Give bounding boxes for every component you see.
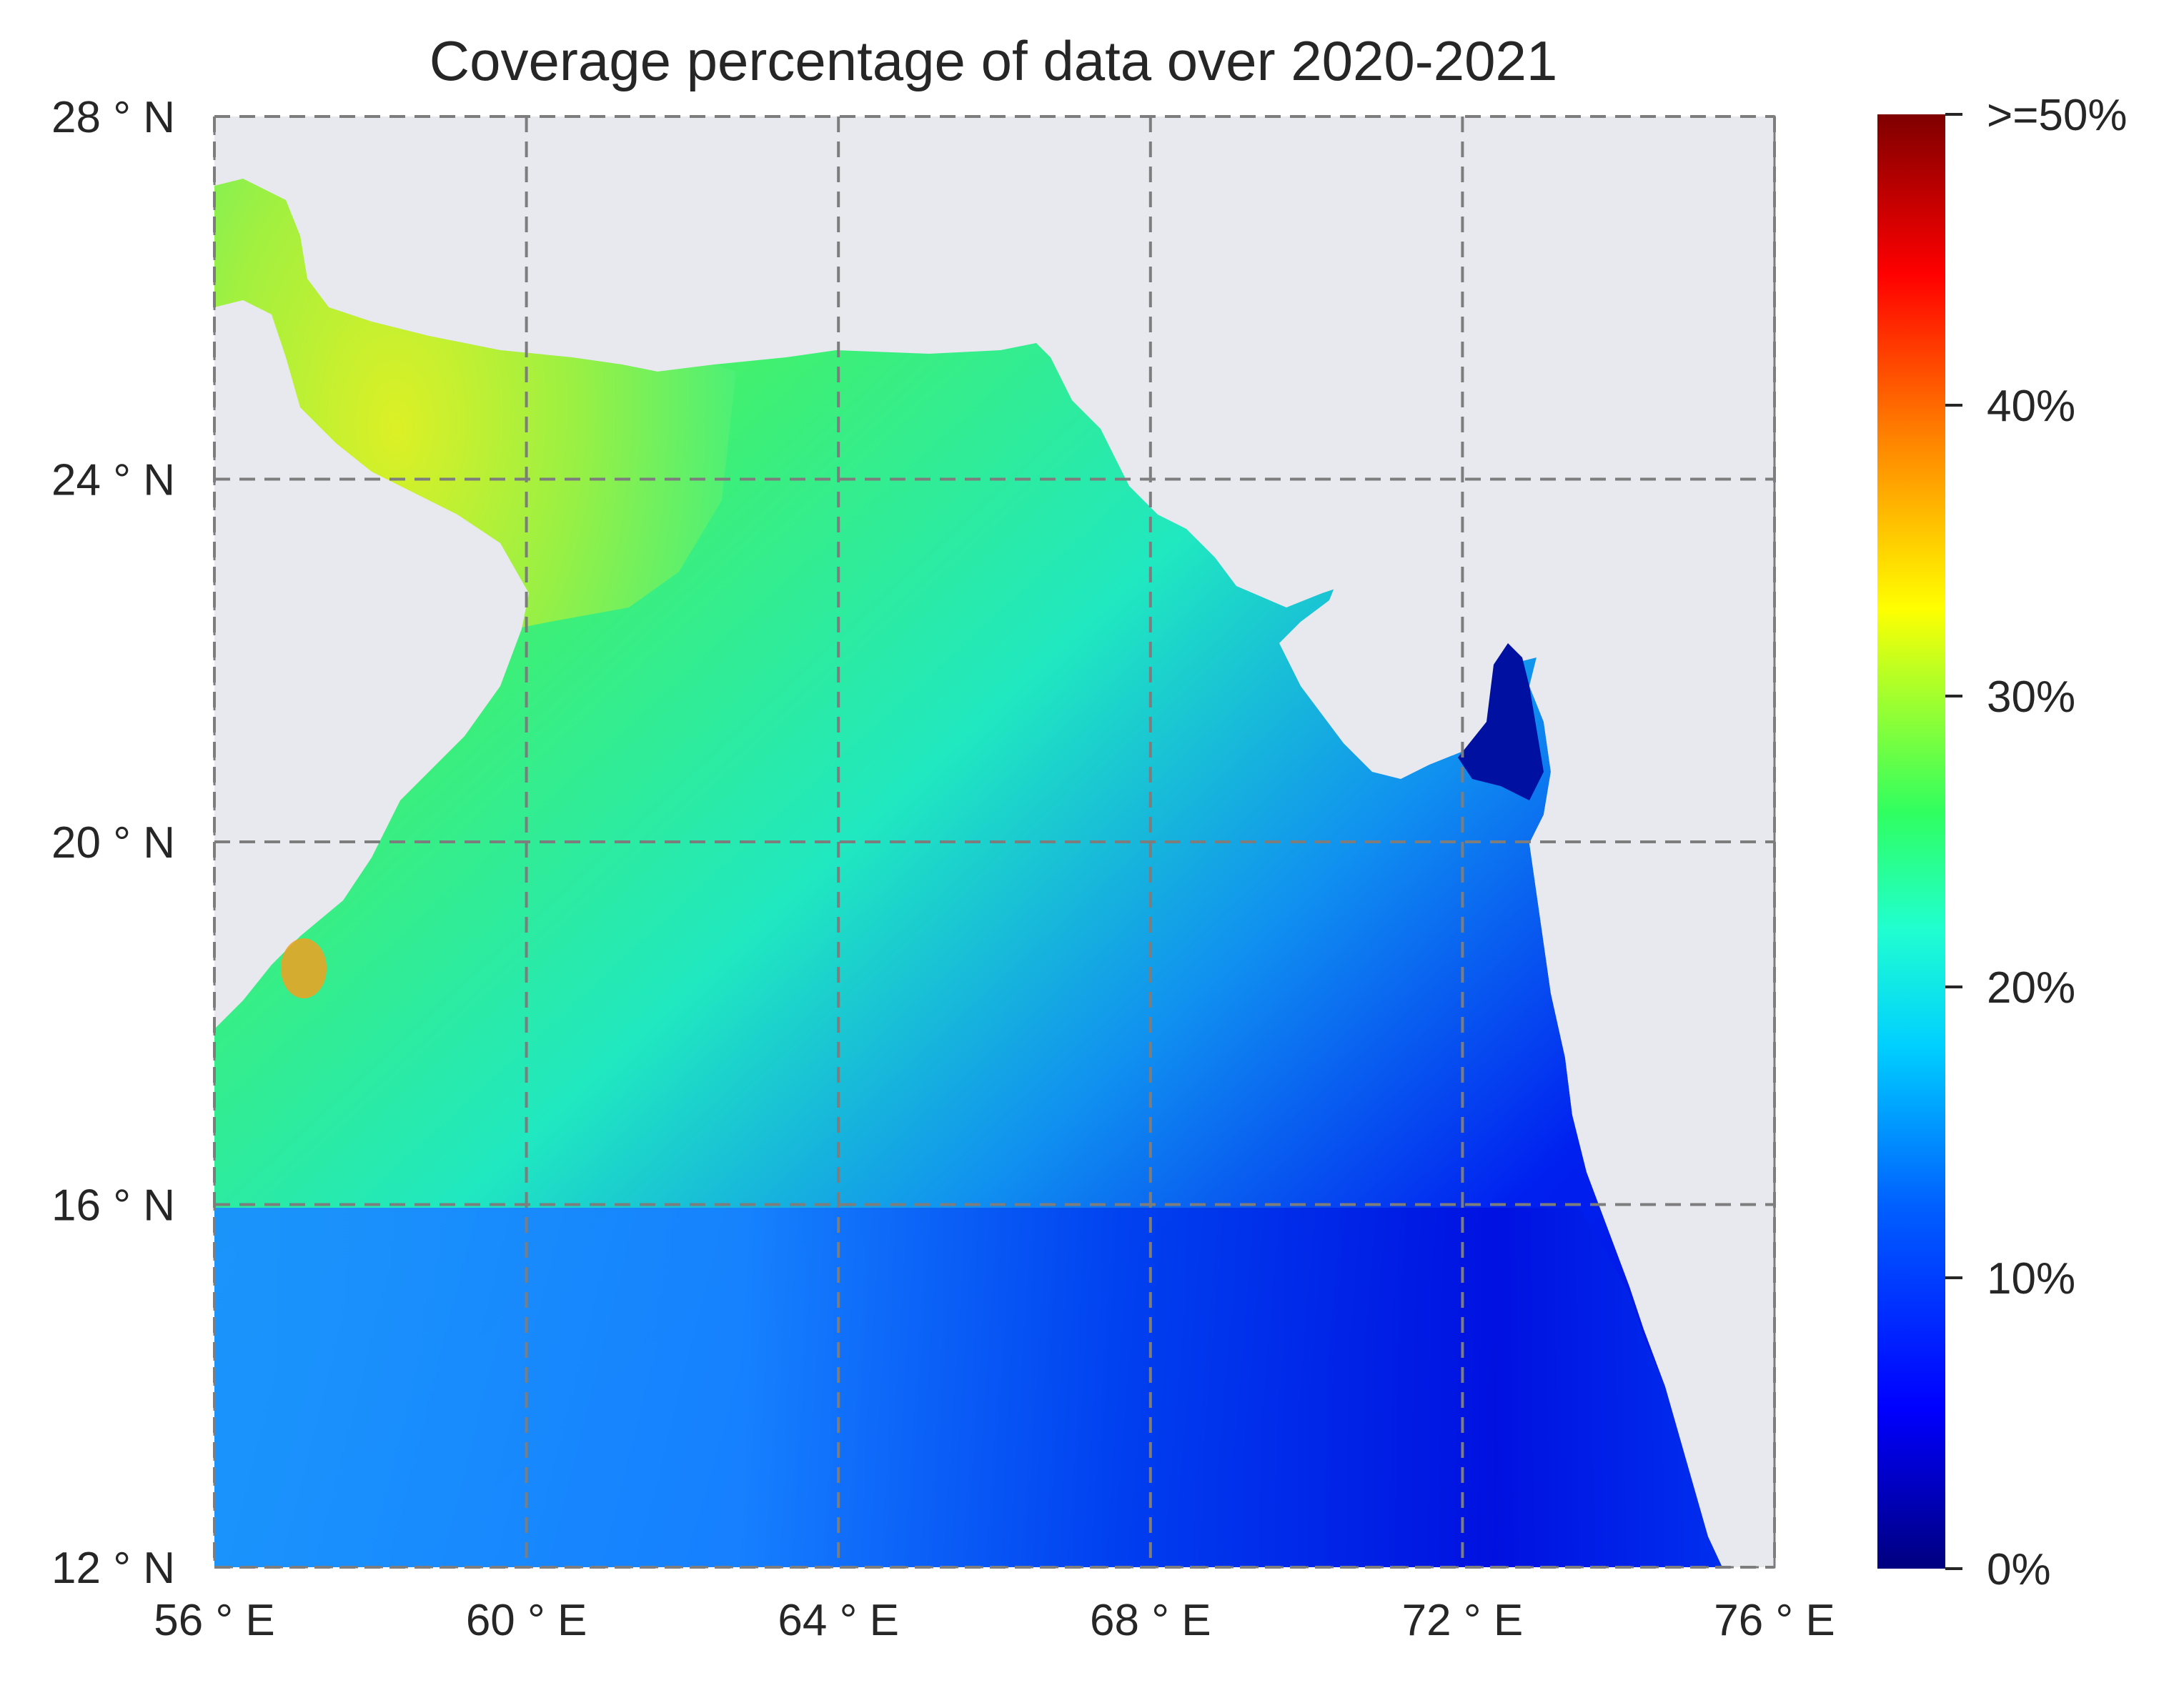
- colorbar-tick-label: 0%: [1987, 1545, 2051, 1594]
- land-oman: [214, 300, 529, 1029]
- y-axis-ticks: 28 ° N 24 ° N 20 ° N 16 ° N 12 ° N: [51, 93, 175, 1593]
- x-tick-label: 76 ° E: [1714, 1596, 1835, 1645]
- plot-frame: [213, 115, 1776, 1569]
- x-tick-label: 56 ° E: [154, 1596, 275, 1645]
- colorbar-tick-label: 20%: [1987, 963, 2075, 1013]
- land-india: [1529, 629, 1774, 1567]
- khambhat-gulf: [1458, 643, 1544, 800]
- colorbar-tick-label: 40%: [1987, 382, 2075, 431]
- y-tick-label: 28 ° N: [51, 93, 175, 142]
- y-tick-label: 24 ° N: [51, 456, 175, 505]
- y-tick-label: 16 ° N: [51, 1181, 175, 1231]
- chart-title: Coverage percentage of data over 2020-20…: [430, 29, 1557, 92]
- x-tick-label: 64 ° E: [778, 1596, 899, 1645]
- x-tick-label: 68 ° E: [1090, 1596, 1211, 1645]
- x-axis-ticks: 56 ° E 60 ° E 64 ° E 68 ° E 72 ° E 76 ° E: [154, 1596, 1835, 1645]
- y-tick-label: 20 ° N: [51, 818, 175, 868]
- colorbar-tick-label: 30%: [1987, 672, 2075, 722]
- x-tick-label: 60 ° E: [466, 1596, 587, 1645]
- ocean-south: [214, 1208, 1722, 1567]
- coverage-hotspot: [281, 938, 327, 998]
- coverage-field: [214, 116, 1774, 1567]
- y-tick-label: 12 ° N: [51, 1544, 175, 1593]
- colorbar-tick-label: >=50%: [1987, 91, 2128, 140]
- colorbar-ticks: >=50% 40% 30% 20% 10% 0%: [1945, 91, 2128, 1594]
- land-northwest: [214, 116, 1774, 772]
- x-tick-label: 72 ° E: [1402, 1596, 1524, 1645]
- colorbar-tick-label: 10%: [1987, 1254, 2075, 1304]
- colorbar: [1877, 114, 1945, 1569]
